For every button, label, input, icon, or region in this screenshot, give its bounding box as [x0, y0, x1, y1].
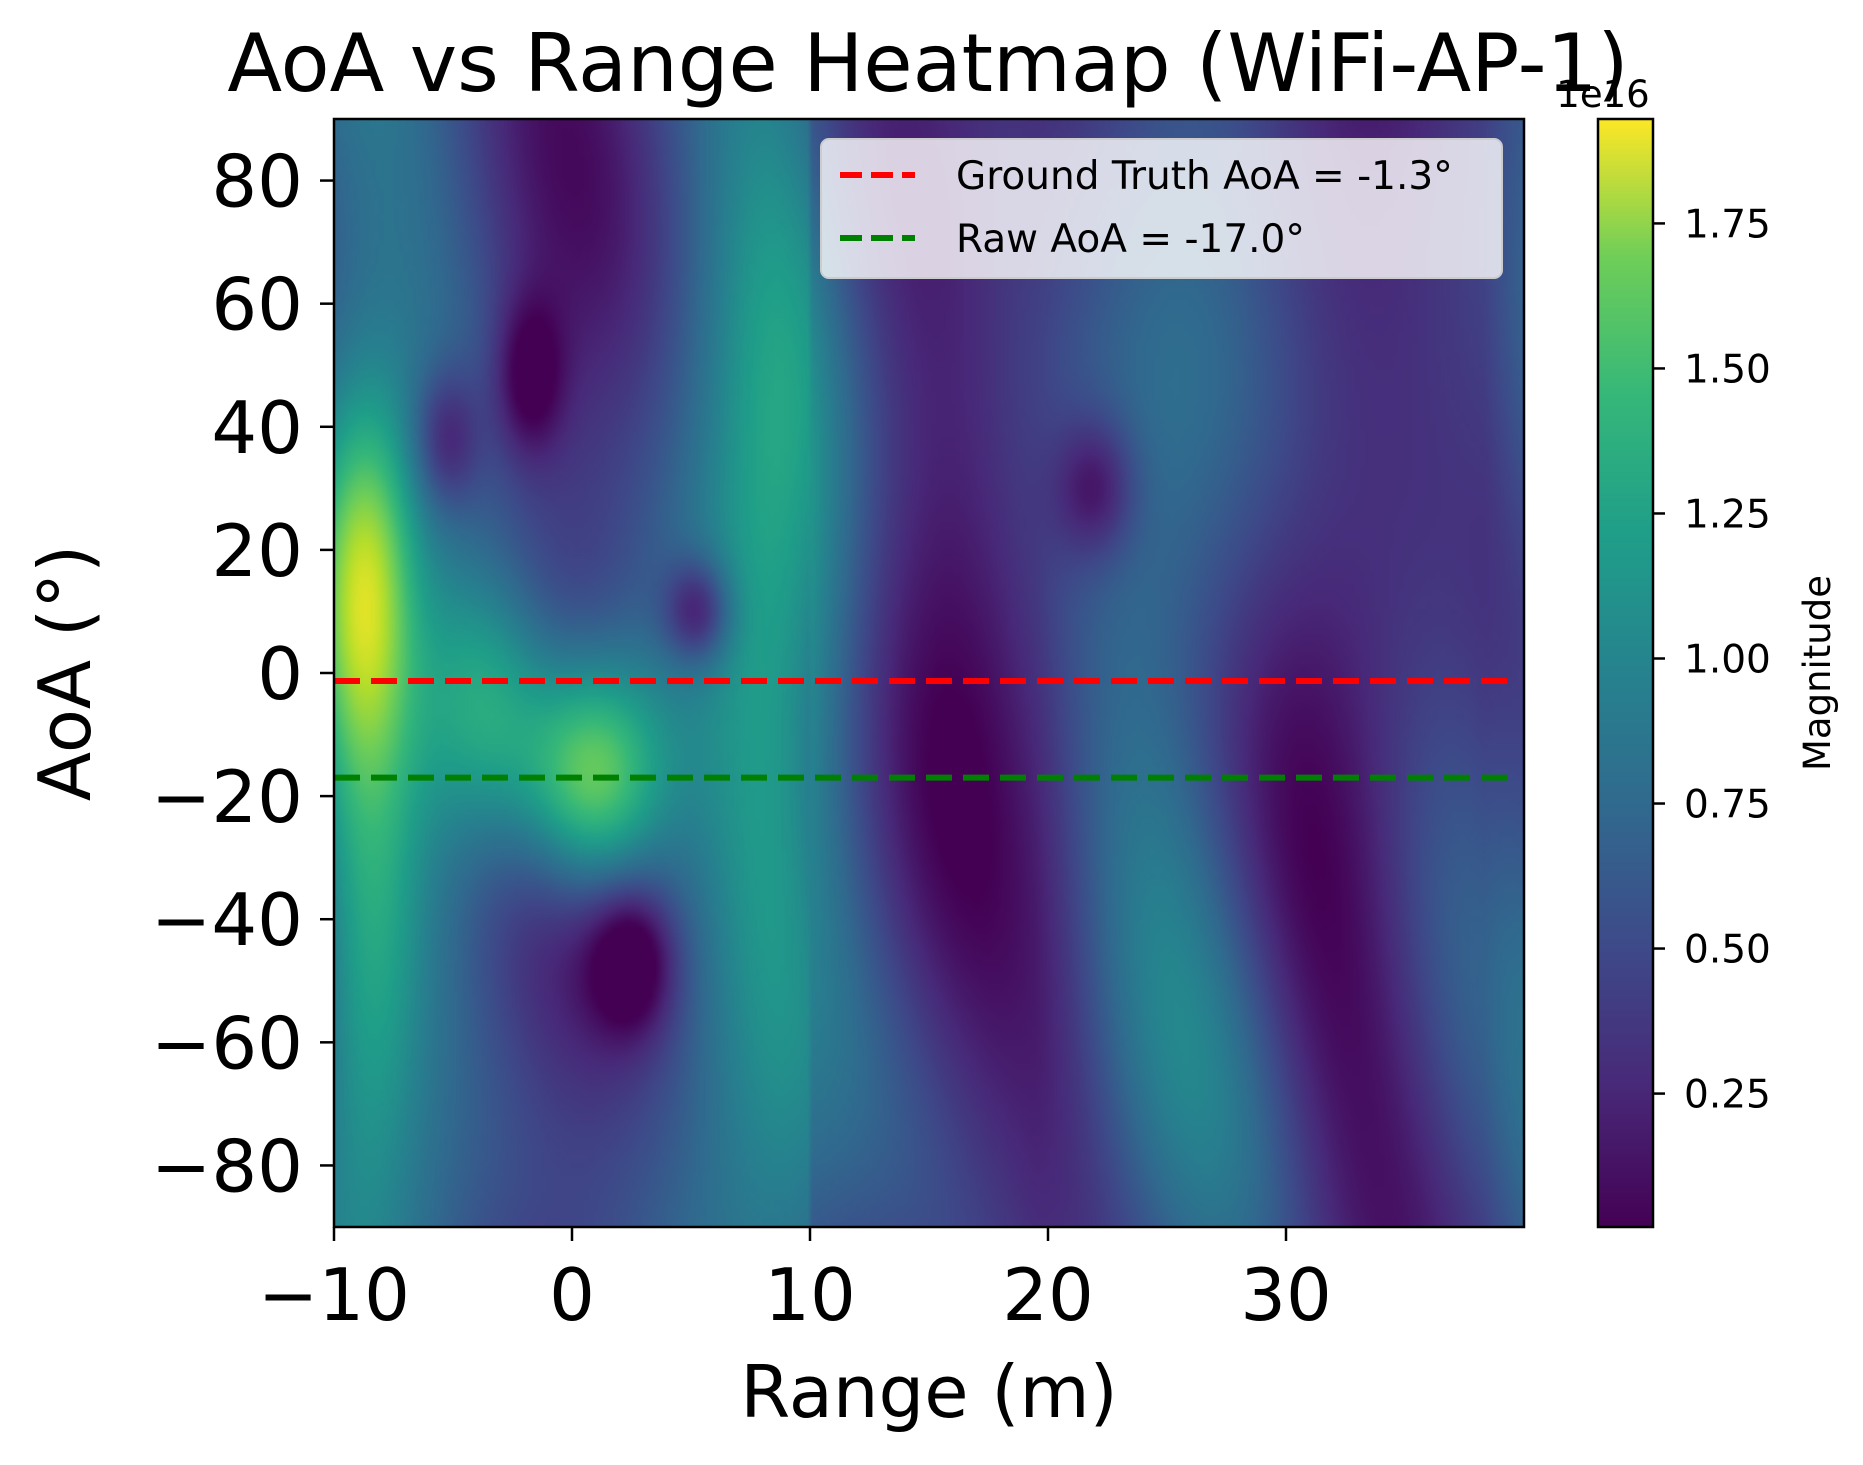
plot-area	[332, 117, 1526, 1229]
heatmap-raster	[334, 119, 1524, 1227]
x-tick-label: 0	[549, 1253, 595, 1337]
colorbar-tick-label: 0.25	[1684, 1073, 1771, 1118]
x-axis-label: Range (m)	[740, 1350, 1117, 1434]
colorbar-tick-label: 1.75	[1684, 202, 1771, 247]
legend-label-ground-truth: Ground Truth AoA = -1.3°	[956, 154, 1453, 199]
colorbar-exponent: 1e16	[1556, 73, 1649, 116]
chart-title: AoA vs Range Heatmap (WiFi-AP-1)	[227, 17, 1628, 110]
legend-label-raw: Raw AoA = -17.0°	[956, 217, 1305, 262]
y-tick-label: 0	[257, 632, 303, 716]
x-tick-label: 30	[1240, 1253, 1332, 1337]
legend-box	[820, 138, 1503, 279]
x-tick-label: −10	[258, 1253, 410, 1337]
legend: Ground Truth AoA = -1.3° Raw AoA = -17.0…	[820, 138, 1503, 279]
colorbar-gradient	[1596, 117, 1655, 1229]
x-tick-label: 20	[1002, 1253, 1094, 1337]
colorbar-ticks: 0.25 0.50 0.75 1.00 1.25 1.50 1.75	[1653, 202, 1771, 1118]
colorbar: 0.25 0.50 0.75 1.00 1.25 1.50 1.75 1e16 Magnit…	[1556, 73, 1839, 1229]
colorbar-tick-label: 1.50	[1684, 347, 1771, 392]
x-tick-label: 10	[764, 1253, 856, 1337]
y-tick-label: 20	[211, 509, 303, 593]
y-tick-label: −80	[151, 1124, 303, 1208]
y-tick-label: 40	[211, 386, 303, 470]
colorbar-tick-label: 0.75	[1684, 783, 1771, 828]
reference-lines	[334, 678, 1516, 781]
x-axis-ticks: −10 0 10 20 30	[258, 1227, 1332, 1337]
y-tick-label: 60	[211, 263, 303, 347]
y-axis-ticks: 80 60 40 20 0 −20 −40 −60 −80	[151, 140, 334, 1208]
y-tick-label: −20	[151, 755, 303, 839]
heatmap-image	[334, 119, 1524, 1227]
y-axis-label: AoA (°)	[23, 545, 107, 801]
colorbar-tick-label: 1.25	[1684, 492, 1771, 537]
colorbar-tick-label: 1.00	[1684, 637, 1771, 682]
colorbar-tick-label: 0.50	[1684, 928, 1771, 973]
y-tick-label: −40	[151, 878, 303, 962]
y-tick-label: −60	[151, 1001, 303, 1085]
colorbar-label: Magnitude	[1796, 575, 1839, 771]
y-tick-label: 80	[211, 140, 303, 224]
